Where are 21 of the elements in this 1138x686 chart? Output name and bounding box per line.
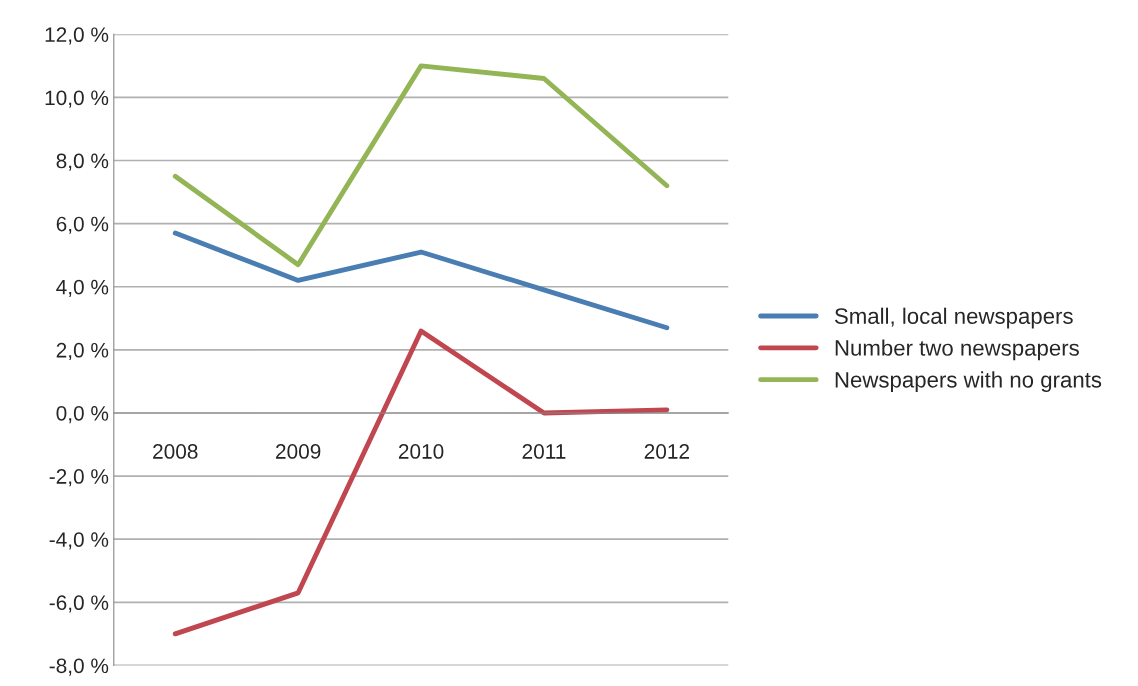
y-tick-label: 6,0 % [56,216,109,234]
y-tick-label: 8,0 % [56,153,109,171]
legend-label: Newspapers with no grants [835,371,1102,393]
legend-label: Small, local newspapers [834,307,1073,329]
x-tick-label: 2011 [522,444,566,459]
y-tick-label: 0,0 % [56,405,109,424]
x-tick-label: 2008 [153,444,198,459]
y-tick-label: -4,0 % [49,532,109,550]
y-tick-label: 12,0 % [45,27,109,45]
y-tick-label: 2,0 % [56,342,109,361]
line-series [172,63,670,268]
x-tick-label: 2010 [398,444,444,459]
y-tick-label: -8,0 % [49,658,109,676]
line-series [172,230,670,331]
x-tick-label: 2009 [276,444,321,459]
y-tick-label: 4,0 % [56,279,109,297]
y-tick-label: -2,0 % [49,469,109,487]
y-tick-label: -6,0 % [49,595,109,613]
y-tick-label: 10,0 % [45,90,109,108]
x-tick-label: 2012 [644,444,689,459]
legend-label: Number two newspapers [835,339,1079,361]
